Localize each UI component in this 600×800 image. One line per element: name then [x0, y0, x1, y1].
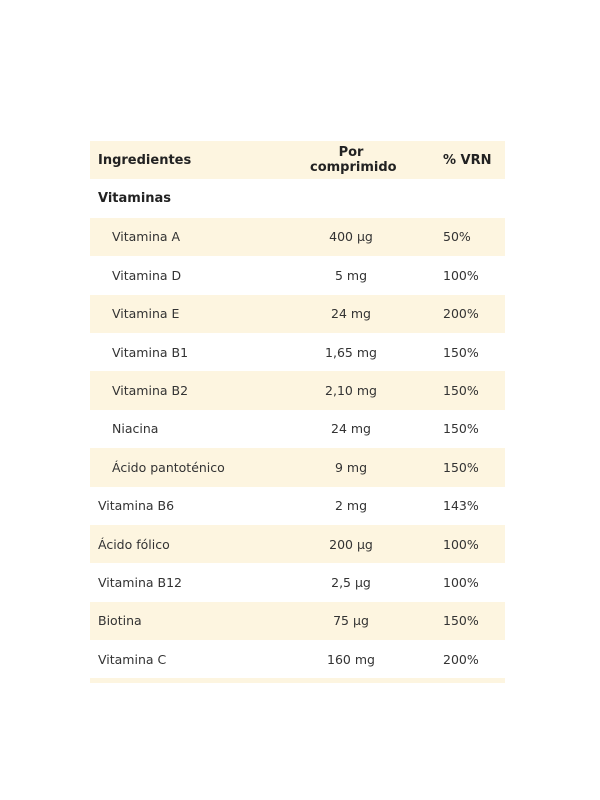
ingredient-vrn: 150% [443, 459, 479, 475]
table-row: Vitamina B6 2 mg 143% [90, 487, 505, 525]
ingredient-amount: 160 mg [327, 651, 375, 667]
ingredient-amount: 9 mg [334, 459, 368, 475]
table-row: Vitamina B2 2,10 mg 150% [90, 371, 505, 410]
ingredient-amount: 1,65 mg [325, 344, 377, 360]
ingredient-name: Niacina [112, 421, 159, 437]
ingredient-amount: 2,10 mg [325, 383, 377, 399]
header-amount: Por comprimido [310, 145, 397, 176]
ingredient-amount: 75 µg [333, 613, 369, 629]
table-row: Ácido pantoténico 9 mg 150% [90, 448, 505, 487]
ingredient-name: Ácido pantoténico [112, 459, 225, 475]
ingredient-amount: 24 mg [331, 306, 371, 322]
ingredient-vrn: 150% [443, 421, 479, 437]
section-title: Vitaminas [98, 191, 172, 207]
nutrition-table: Ingredientes Por comprimido % VRN Vitami… [90, 141, 505, 684]
ingredient-name: Vitamina C [98, 651, 167, 667]
ingredient-name: Vitamina E [112, 306, 180, 322]
ingredient-name: Vitamina D [112, 267, 182, 283]
ingredient-vrn: 143% [443, 498, 479, 514]
ingredient-vrn: 100% [443, 536, 479, 552]
ingredient-vrn: 200% [443, 306, 479, 322]
table-header: Ingredientes Por comprimido % VRN [90, 141, 505, 180]
table-row: Vitamina E 24 mg 200% [90, 294, 505, 333]
ingredient-vrn: 200% [443, 651, 479, 667]
ingredient-name: Vitamina A [112, 229, 181, 245]
ingredient-name: Vitamina B2 [112, 383, 189, 399]
table-row: Vitamina D 5 mg 100% [90, 256, 505, 294]
ingredient-vrn: 100% [443, 267, 479, 283]
ingredient-vrn: 150% [443, 344, 479, 360]
ingredient-name: Ácido fólico [98, 536, 170, 552]
ingredient-amount: 400 µg [329, 229, 373, 245]
ingredient-name: Vitamina B12 [98, 574, 182, 590]
ingredient-vrn: 150% [443, 613, 479, 629]
ingredient-amount: 2,5 µg [331, 574, 371, 590]
ingredient-vrn: 100% [443, 574, 479, 590]
ingredient-amount: 200 µg [329, 536, 373, 552]
ingredient-amount: 5 mg [334, 267, 368, 283]
table-row: Vitamina C 160 mg 200% [90, 640, 505, 678]
table-row: Vitamina B12 2,5 µg 100% [90, 563, 505, 601]
table-footer-strip [90, 678, 505, 684]
ingredient-amount: 24 mg [331, 421, 371, 437]
ingredient-name: Biotina [98, 613, 142, 629]
table-row: Ácido fólico 200 µg 100% [90, 524, 505, 564]
ingredient-vrn: 50% [443, 229, 471, 245]
table-row: Biotina 75 µg 150% [90, 601, 505, 641]
ingredient-name: Vitamina B1 [112, 344, 189, 360]
section-row: Vitaminas [90, 179, 505, 217]
ingredient-amount: 2 mg [334, 498, 368, 514]
table-row: Vitamina B1 1,65 mg 150% [90, 333, 505, 371]
ingredient-vrn: 150% [443, 383, 479, 399]
table-row: Vitamina A 400 µg 50% [90, 217, 505, 257]
table-row: Niacina 24 mg 150% [90, 410, 505, 448]
header-vrn: % VRN [443, 152, 492, 168]
header-ingredients: Ingredientes [98, 152, 192, 168]
ingredient-name: Vitamina B6 [98, 498, 175, 514]
